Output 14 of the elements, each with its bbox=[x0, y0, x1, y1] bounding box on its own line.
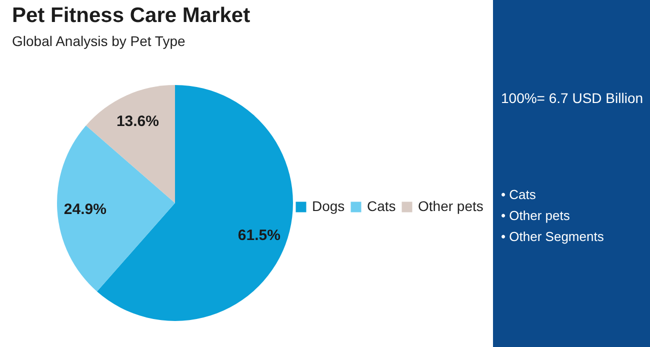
legend-label: Dogs bbox=[312, 198, 345, 214]
text: • Cats bbox=[501, 187, 536, 202]
text: 100%= 6.7 USD Billion bbox=[501, 90, 644, 106]
legend-label: Other pets bbox=[418, 198, 484, 214]
text: • Other pets bbox=[501, 208, 570, 223]
data-label: 24.9% bbox=[64, 200, 106, 218]
pie-slice bbox=[86, 85, 175, 203]
data-label: 13.6% bbox=[116, 113, 159, 130]
data-label: 61.5% bbox=[238, 226, 280, 244]
pie-slice bbox=[57, 126, 175, 292]
legend-label: Cats bbox=[367, 198, 396, 214]
chart-subtitle: Global Analysis by Pet Type bbox=[12, 33, 186, 49]
chart-title: Pet Fitness Care Market bbox=[12, 4, 250, 28]
text: • Other Segments bbox=[501, 229, 604, 244]
